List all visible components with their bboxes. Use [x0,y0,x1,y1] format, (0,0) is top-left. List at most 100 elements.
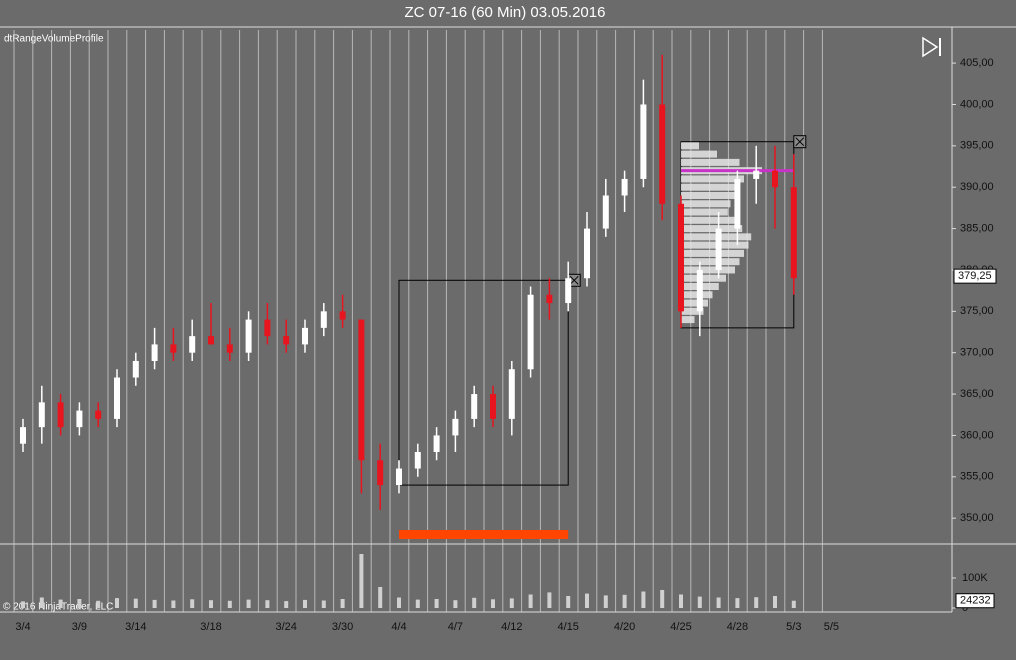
candle-body [320,311,327,328]
volume-bar [754,597,759,608]
x-tick-label: 4/7 [448,621,463,633]
volume-bar [397,597,401,608]
candle-body [208,336,214,345]
volume-bar [585,593,589,608]
play-arrow [922,36,939,58]
range-marker [399,530,569,539]
y-tick-label: 375,00 [960,305,994,317]
y-tick-label: 390,00 [960,181,994,193]
candle-body [38,402,45,428]
x-tick-label: 4/20 [614,621,635,633]
range-close-x [569,275,579,285]
last-price-box [953,268,997,284]
profile-bar [681,175,744,183]
candle-body [358,319,365,461]
profile-bar [681,291,713,299]
volume-bar [434,599,439,608]
profile-bar [681,258,740,266]
x-tick-label: 4/4 [391,621,406,633]
play-icon[interactable] [922,36,941,58]
copyright: © 2016 NinjaTrader, LLC [3,602,113,613]
x-tick-label: 3/9 [72,621,87,633]
y-tick-label: 385,00 [960,222,994,234]
volume-bar [303,599,307,608]
volume-bar [547,592,552,608]
volume-bar [491,599,495,608]
candle-body [452,418,459,436]
candle-body [189,336,196,353]
last-volume-label: 24232 [960,595,991,607]
x-tick-label: 3/14 [125,621,146,633]
y-tick-label: 365,00 [960,388,994,400]
candle-body [621,178,628,196]
x-tick-label: 5/3 [786,621,801,633]
profile-bar [681,142,699,150]
y-tick-label: 405,00 [960,57,994,69]
profile-bar [681,307,704,315]
volume-bar [115,598,119,608]
profile-bar [681,266,735,274]
candle-body [584,228,590,279]
x-tick-label: 4/25 [670,621,691,633]
volume-bar [679,594,683,608]
profile-bar [681,158,740,166]
volume-bar [21,601,25,608]
candle-body [602,195,609,229]
candle-body [151,344,158,361]
candle-body [283,336,290,345]
chart-title: ZC 07-16 (60 Min) 03.05.2016 [405,4,606,21]
candle-body [57,402,64,428]
candle-body [565,278,572,304]
candle-body [734,178,741,229]
candle-body [226,344,233,353]
candle-body [640,104,647,179]
last-price-label: 379,25 [958,270,992,282]
y-tick-label: 395,00 [960,140,994,152]
candle-body [20,427,26,444]
profile-bar [681,150,717,158]
y-tick-label: 400,00 [960,98,994,110]
x-tick-label: 5/5 [824,621,839,633]
profile-bar [681,208,728,216]
candle-body [471,394,478,419]
profile-bar [681,216,735,224]
candle-body [715,228,722,270]
profile-bar [681,316,695,324]
candle-body [339,311,346,320]
y-tick-label: 350,00 [960,512,994,524]
candle-body [396,468,402,486]
volume-bar [509,598,514,608]
x-tick-label: 4/12 [501,621,522,633]
volume-bar [340,599,345,608]
volume-bar [791,600,796,608]
volume-bar [133,598,138,608]
profile-bar [681,200,731,208]
volume-bar [566,596,571,608]
volume-bar [152,599,157,608]
y-tick-label: 355,00 [960,471,994,483]
candle-body [114,377,120,419]
profile-bar [681,274,726,282]
volume-bar [415,599,420,608]
volume-bar [190,599,195,608]
candle-body [772,170,778,188]
volume-bar [622,594,627,608]
volume-bar [321,600,326,608]
volume-bar [603,595,608,608]
profile-bar [681,183,738,191]
volume-bar [246,599,251,608]
volume-bar [265,600,270,608]
x-tick-label: 3/30 [332,621,353,633]
volume-tick-label: 100K [962,572,988,584]
y-tick-label: 370,00 [960,347,994,359]
candle-body [245,319,252,353]
profile-bar [681,241,749,249]
candle-body [508,369,515,419]
volume-bar [227,600,232,608]
last-volume-box [955,593,995,609]
candle-body [753,170,760,179]
profile-bar [681,191,735,199]
volume-bar [359,554,364,608]
candle-body [302,327,308,345]
